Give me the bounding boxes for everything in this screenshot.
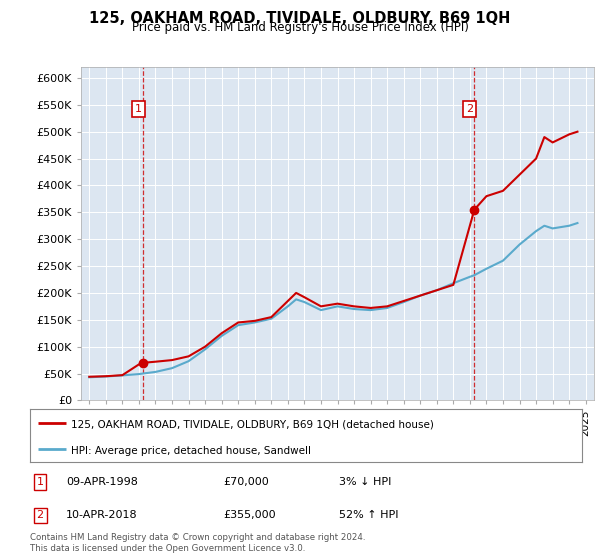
- Text: 2: 2: [466, 104, 473, 114]
- Text: 125, OAKHAM ROAD, TIVIDALE, OLDBURY, B69 1QH: 125, OAKHAM ROAD, TIVIDALE, OLDBURY, B69…: [89, 11, 511, 26]
- Text: HPI: Average price, detached house, Sandwell: HPI: Average price, detached house, Sand…: [71, 446, 311, 456]
- Text: 1: 1: [37, 477, 44, 487]
- Text: Contains HM Land Registry data © Crown copyright and database right 2024.
This d: Contains HM Land Registry data © Crown c…: [30, 533, 365, 553]
- Text: £355,000: £355,000: [223, 510, 276, 520]
- Text: 2: 2: [37, 510, 44, 520]
- Text: 09-APR-1998: 09-APR-1998: [66, 477, 138, 487]
- Text: 1: 1: [135, 104, 142, 114]
- Text: Price paid vs. HM Land Registry's House Price Index (HPI): Price paid vs. HM Land Registry's House …: [131, 21, 469, 34]
- Text: 52% ↑ HPI: 52% ↑ HPI: [339, 510, 398, 520]
- Text: 125, OAKHAM ROAD, TIVIDALE, OLDBURY, B69 1QH (detached house): 125, OAKHAM ROAD, TIVIDALE, OLDBURY, B69…: [71, 420, 434, 430]
- Text: 3% ↓ HPI: 3% ↓ HPI: [339, 477, 391, 487]
- Text: 10-APR-2018: 10-APR-2018: [66, 510, 137, 520]
- Text: £70,000: £70,000: [223, 477, 269, 487]
